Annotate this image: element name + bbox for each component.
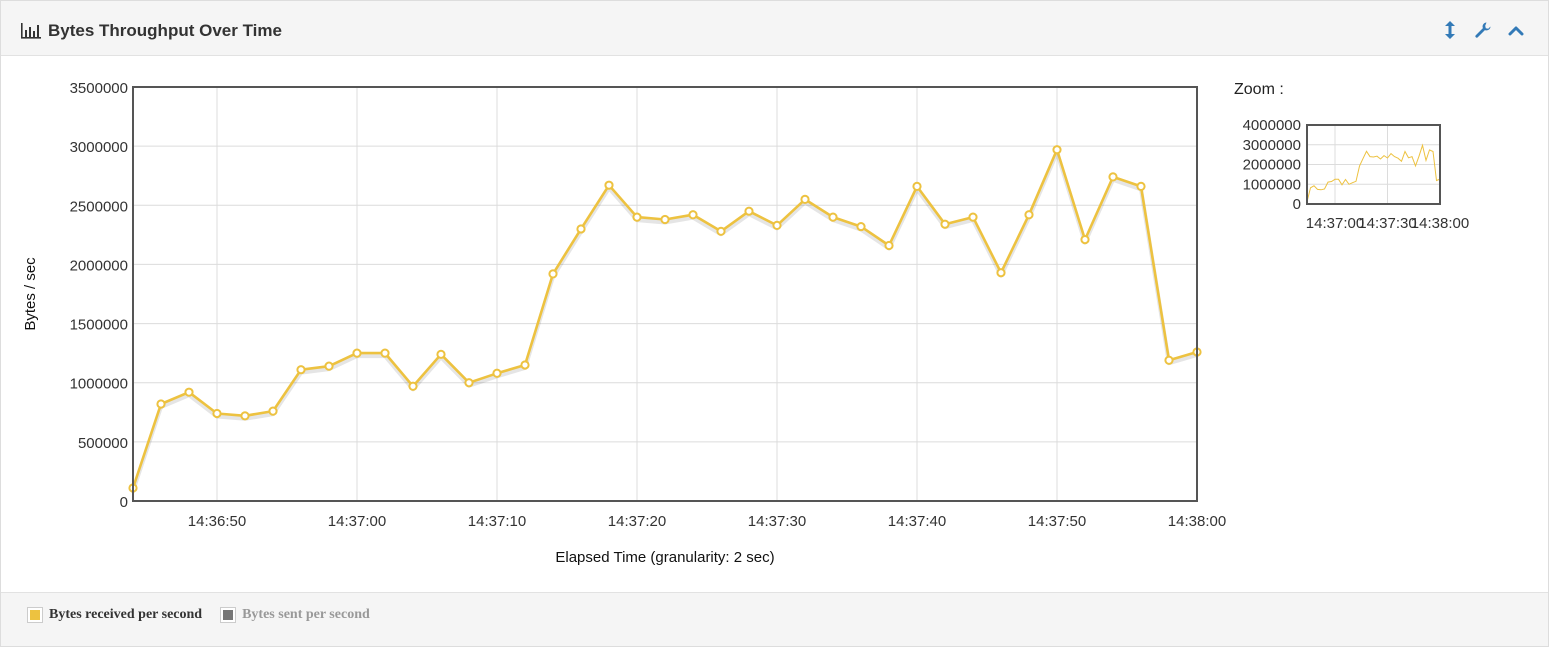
- zoom-x-tick-label: 14:37:00: [1306, 215, 1364, 232]
- zoom-label: Zoom :: [1234, 81, 1284, 98]
- data-point: [184, 387, 194, 397]
- data-point: [940, 219, 950, 229]
- data-point: [492, 368, 502, 378]
- panel-title: Bytes Throughput Over Time: [21, 20, 282, 42]
- data-point: [912, 181, 922, 191]
- x-tick-label: 14:37:30: [748, 513, 806, 530]
- data-point: [464, 378, 474, 388]
- zoom-y-tick-label: 3000000: [1243, 137, 1301, 154]
- x-axis-label: Elapsed Time (granularity: 2 sec): [555, 549, 774, 566]
- grid-lines: [133, 86, 1198, 502]
- y-tick-label: 3500000: [70, 80, 128, 97]
- data-point: [380, 348, 390, 358]
- data-point: [408, 381, 418, 391]
- data-point: [660, 214, 670, 225]
- zoom-y-tick-label: 0: [1293, 196, 1301, 213]
- x-tick-label: 14:37:00: [328, 513, 386, 530]
- zoom-y-tick-label: 1000000: [1243, 176, 1301, 193]
- data-point: [1052, 145, 1062, 155]
- chart-legend: Bytes received per second Bytes sent per …: [27, 607, 370, 623]
- data-point: [268, 406, 278, 416]
- y-tick-label: 500000: [78, 435, 128, 452]
- y-tick-label: 3000000: [70, 139, 128, 156]
- legend-item[interactable]: Bytes sent per second: [220, 607, 370, 623]
- zoom-x-tick-label: 14:37:30: [1358, 215, 1416, 232]
- x-tick-label: 14:37:20: [608, 513, 666, 530]
- data-point: [856, 221, 866, 232]
- data-point: [604, 180, 614, 190]
- data-point: [436, 349, 446, 359]
- y-tick-label: 1000000: [70, 376, 128, 393]
- data-point: [632, 212, 642, 222]
- y-tick-label: 2000000: [70, 257, 128, 274]
- data-point: [1108, 172, 1118, 182]
- data-point: [688, 210, 698, 220]
- data-point: [240, 411, 250, 421]
- data-point: [968, 212, 978, 222]
- data-point: [1024, 210, 1034, 220]
- x-tick-label: 14:37:50: [1028, 513, 1086, 530]
- data-point: [156, 399, 166, 409]
- y-tick-label: 2500000: [70, 198, 128, 215]
- zoom-series-line: [1306, 143, 1441, 202]
- legend-label: Bytes sent per second: [242, 607, 370, 622]
- data-point: [212, 408, 222, 419]
- data-point: [548, 269, 558, 279]
- data-point: [520, 360, 530, 370]
- legend-swatch: [220, 607, 237, 623]
- panel-tools: [1442, 21, 1524, 39]
- data-point: [772, 220, 782, 230]
- plot-frame: [132, 86, 1198, 502]
- data-point: [828, 212, 838, 222]
- y-tick-label: 1500000: [70, 317, 128, 334]
- legend-swatch: [27, 607, 43, 623]
- data-point: [1080, 234, 1090, 245]
- data-point: [352, 348, 362, 358]
- x-tick-label: 14:36:50: [188, 513, 246, 530]
- legend-item[interactable]: Bytes received per second: [27, 607, 202, 623]
- data-point: [996, 268, 1006, 278]
- x-tick-label: 14:37:10: [468, 513, 526, 530]
- zoom-x-tick-label: 14:38:00: [1411, 215, 1469, 232]
- y-axis-label: Bytes / sec: [22, 257, 39, 331]
- data-point: [1164, 355, 1174, 365]
- data-point: [716, 226, 726, 236]
- panel-footer: Bytes received per second Bytes sent per …: [1, 592, 1548, 646]
- throughput-line-chart[interactable]: 3500000 3000000 2500000 2000000 1500000 10000…: [1, 57, 1229, 587]
- data-point: [884, 240, 894, 251]
- bar-chart-icon: [21, 23, 41, 39]
- x-tick-label: 14:38:00: [1168, 513, 1226, 530]
- expand-vertical-icon[interactable]: [1442, 21, 1458, 39]
- legend-swatch-color: [30, 610, 40, 620]
- zoom-plot-frame: [1306, 124, 1441, 205]
- chevron-up-icon[interactable]: [1508, 21, 1524, 39]
- wrench-icon[interactable]: [1475, 21, 1491, 39]
- panel-title-text: Bytes Throughput Over Time: [48, 21, 282, 40]
- panel-heading: Bytes Throughput Over Time: [1, 1, 1548, 56]
- data-point: [800, 194, 810, 204]
- x-tick-label: 14:37:40: [888, 513, 946, 530]
- legend-swatch-color: [223, 610, 234, 620]
- zoom-y-tick-label: 2000000: [1243, 157, 1301, 174]
- zoom-y-tick-label: 4000000: [1243, 117, 1301, 134]
- data-point: [744, 206, 754, 216]
- legend-label: Bytes received per second: [49, 607, 203, 622]
- data-point: [324, 361, 334, 371]
- data-point: [576, 224, 586, 234]
- zoom-overview-chart[interactable]: Zoom : 4000000 3000000 2000000 1000000 0 14:37…: [1229, 73, 1489, 243]
- data-point: [1136, 181, 1146, 191]
- data-point: [296, 365, 306, 375]
- y-tick-label: 0: [120, 494, 128, 511]
- series-line-shadow: [131, 150, 1198, 492]
